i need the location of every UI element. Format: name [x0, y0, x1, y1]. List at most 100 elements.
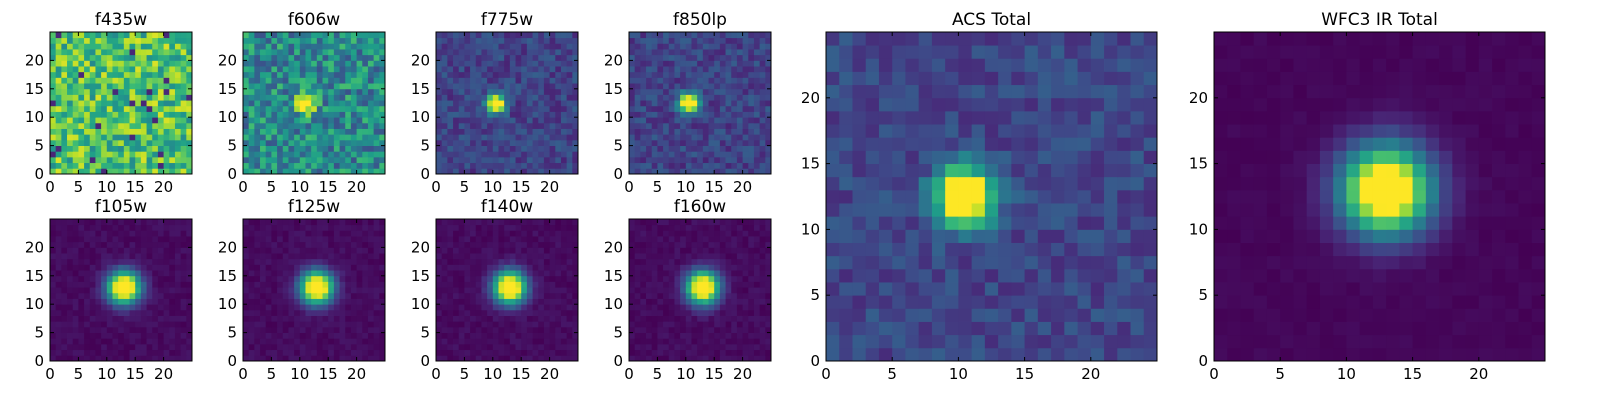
heatmap-cell — [765, 349, 772, 356]
heatmap-cell — [356, 37, 363, 44]
heatmap-cell — [129, 100, 136, 107]
heatmap-cell — [367, 122, 375, 129]
heatmap-cell — [475, 349, 482, 356]
heatmap-cell — [67, 343, 74, 351]
heatmap-cell — [748, 88, 755, 95]
x-tick-label: 10 — [483, 365, 502, 383]
heatmap-cell — [753, 321, 761, 328]
heatmap-cell — [691, 128, 698, 135]
heatmap-cell — [174, 258, 182, 265]
heatmap-cell — [475, 253, 482, 260]
heatmap-cell — [146, 168, 153, 175]
heatmap-cell — [651, 355, 658, 362]
heatmap-cell — [146, 292, 153, 299]
heatmap-cell — [367, 71, 375, 78]
heatmap-cell — [538, 315, 545, 322]
heatmap-cell — [169, 241, 176, 248]
heatmap-cell — [316, 32, 323, 39]
heatmap-cell — [464, 298, 471, 305]
heatmap-cell — [311, 270, 318, 277]
heatmap-cell — [492, 32, 499, 39]
heatmap-cell — [509, 309, 516, 316]
heatmap-cell — [146, 309, 153, 316]
heatmap-cell — [322, 43, 329, 50]
heatmap-cell — [487, 321, 494, 328]
heatmap-cell — [651, 54, 658, 61]
heatmap-cell — [339, 281, 346, 288]
heatmap-cell — [549, 145, 556, 152]
heatmap-cell — [305, 247, 312, 254]
heatmap-cell — [61, 37, 68, 44]
heatmap-cell — [736, 43, 743, 50]
heatmap-cell — [311, 326, 318, 333]
heatmap-cell — [549, 332, 556, 339]
heatmap-cell — [67, 287, 74, 294]
heatmap-cell — [288, 117, 295, 124]
heatmap-cell — [157, 332, 164, 339]
heatmap-cell — [549, 111, 556, 118]
heatmap-cell — [135, 287, 142, 294]
heatmap-cell — [118, 117, 125, 124]
heatmap-cell — [736, 304, 743, 311]
heatmap-cell — [646, 77, 653, 84]
heatmap-cell — [169, 338, 176, 345]
heatmap-cell — [453, 309, 460, 316]
heatmap-cell — [186, 60, 193, 67]
heatmap-cell — [560, 117, 568, 124]
heatmap-cell — [566, 281, 573, 288]
heatmap-cell — [265, 122, 272, 129]
heatmap-cell — [186, 77, 193, 84]
heatmap-cell — [731, 122, 738, 129]
heatmap-cell — [526, 343, 533, 351]
heatmap-cell — [288, 321, 295, 328]
heatmap-cell — [436, 264, 443, 271]
heatmap-cell — [294, 253, 301, 260]
heatmap-cell — [481, 151, 488, 158]
heatmap-cell — [373, 117, 380, 124]
heatmap-cell — [753, 77, 761, 84]
heatmap-cell — [526, 71, 533, 78]
heatmap-cell — [753, 156, 761, 164]
heatmap-cell — [634, 105, 641, 112]
heatmap-cell — [316, 304, 323, 311]
heatmap-cell — [680, 287, 687, 294]
heatmap-cell — [118, 77, 125, 84]
heatmap-cell — [84, 77, 91, 84]
heatmap-cell — [725, 83, 732, 90]
heatmap-cell — [140, 355, 147, 362]
heatmap-cell — [362, 151, 369, 158]
heatmap-cell — [169, 49, 176, 56]
heatmap-cell — [685, 355, 692, 362]
heatmap-cell — [498, 71, 505, 78]
heatmap-cell — [322, 83, 329, 90]
heatmap-cell — [640, 83, 647, 90]
heatmap-cell — [560, 32, 568, 39]
heatmap-cell — [146, 49, 153, 56]
heatmap-cell — [140, 128, 147, 135]
heatmap-cell — [174, 287, 182, 294]
heatmap-cell — [288, 332, 295, 339]
heatmap-cell — [379, 326, 386, 333]
heatmap-cell — [271, 219, 278, 226]
heatmap-cell — [663, 309, 670, 316]
heatmap-cell — [759, 168, 766, 175]
heatmap-cell — [260, 151, 267, 158]
heatmap-cell — [294, 298, 301, 305]
heatmap-cell — [657, 66, 664, 73]
heatmap-cell — [129, 83, 136, 90]
heatmap-cell — [475, 247, 482, 254]
heatmap-cell — [243, 100, 250, 107]
heatmap-cell — [441, 236, 448, 243]
heatmap-cell — [180, 270, 187, 277]
heatmap-cell — [180, 83, 187, 90]
heatmap-cell — [543, 54, 550, 61]
heatmap-cell — [549, 156, 556, 164]
heatmap-cell — [708, 151, 715, 158]
heatmap-cell — [475, 309, 482, 316]
heatmap-cell — [78, 349, 85, 356]
heatmap-cell — [475, 230, 482, 237]
x-tick-label: 0 — [45, 178, 55, 196]
heatmap-cell — [566, 60, 573, 67]
heatmap-cell — [78, 224, 85, 231]
heatmap-cell — [742, 321, 749, 328]
